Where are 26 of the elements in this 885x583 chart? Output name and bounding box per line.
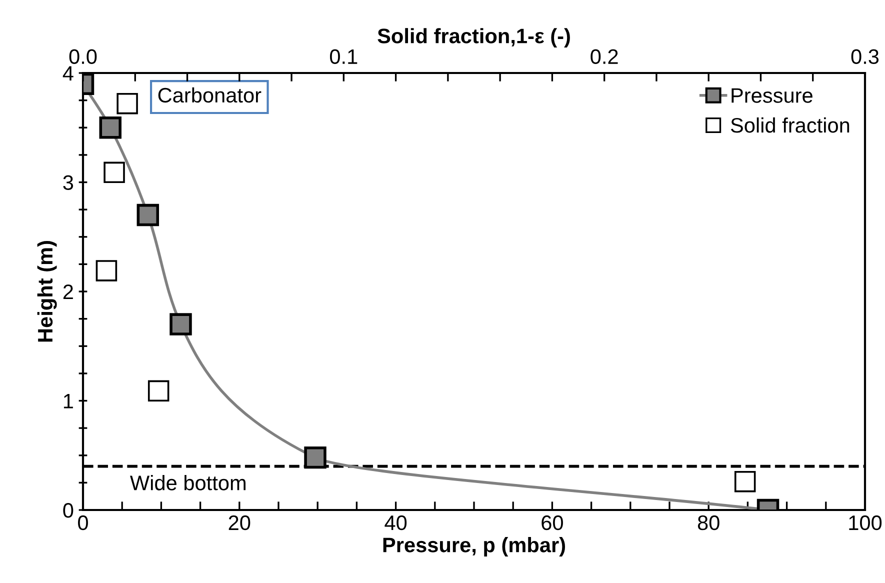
legend-label: Pressure <box>732 88 812 103</box>
y-tick-label: 2 <box>63 284 73 300</box>
y-tick-label: 1 <box>64 394 73 408</box>
x-tick-label: 100 <box>849 515 882 530</box>
annotation: Carbonator <box>158 87 262 103</box>
point <box>99 116 122 139</box>
x-axis-title: Pressure, p (mbar) <box>383 537 566 556</box>
y-tick-label: 4 <box>62 66 74 81</box>
x-tick-label: 20 <box>228 515 250 530</box>
ref-line-label: Wide bottom <box>130 475 246 490</box>
point <box>304 446 326 469</box>
x-tick-label: 0 <box>78 515 88 530</box>
x2-tick-label: 0.3 <box>851 49 879 64</box>
point <box>136 204 160 226</box>
y-axis-title: Height (m) <box>37 241 57 342</box>
point <box>170 313 192 336</box>
legend-label: Solid fraction <box>730 117 850 133</box>
x-tick-label: 40 <box>384 515 407 530</box>
x2-tick-label: 0.1 <box>330 49 358 64</box>
x-tick-label: 80 <box>698 515 720 530</box>
y-tick-label: 0 <box>63 503 74 518</box>
x-tick-label: 60 <box>542 515 563 530</box>
x2-tick-label: 0.0 <box>69 49 97 64</box>
x2-axis-title: Solid fraction,1-ε (-) <box>378 28 570 48</box>
x2-tick-label: 0.2 <box>590 49 618 64</box>
y-tick-label: 3 <box>63 175 74 190</box>
